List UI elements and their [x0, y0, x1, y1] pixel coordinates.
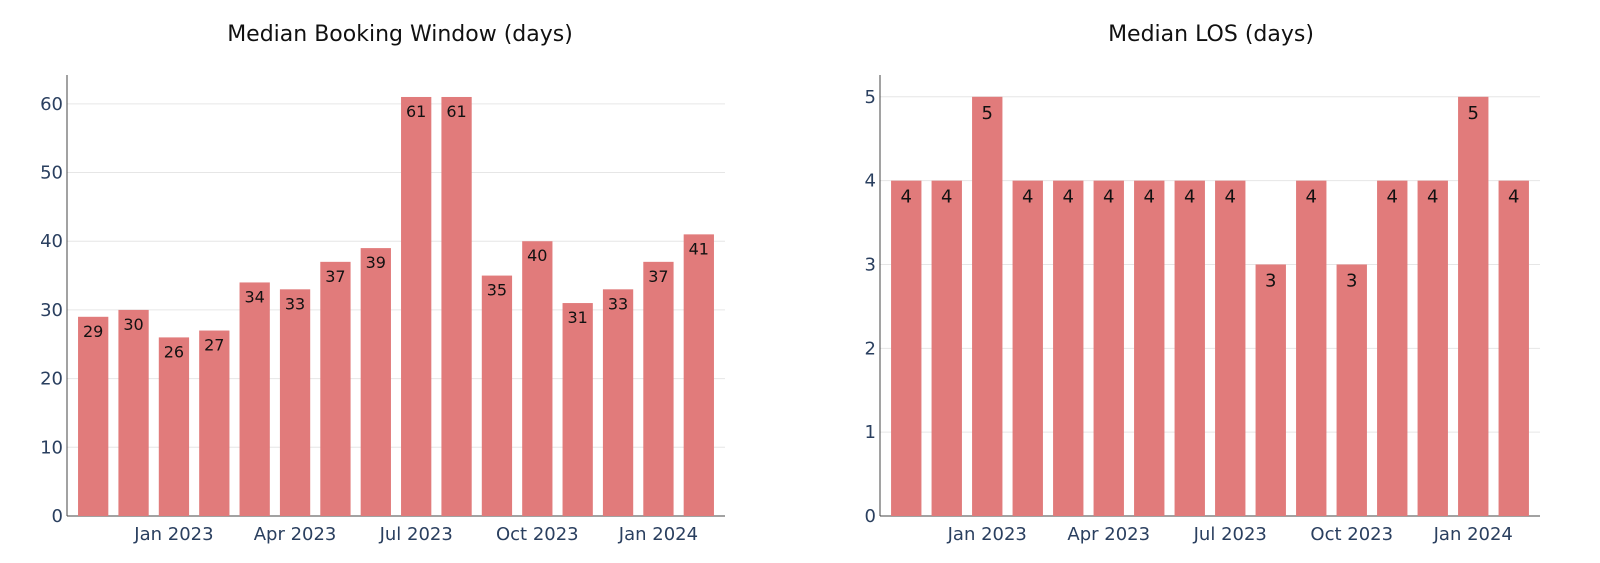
- booking-data-label: 29: [83, 322, 103, 341]
- booking-bar: [279, 289, 311, 516]
- los-bar: [972, 96, 1003, 517]
- booking-data-label: 37: [648, 267, 668, 286]
- booking-bar: [562, 303, 593, 516]
- los-bar: [1053, 180, 1084, 516]
- los-bar: [931, 180, 962, 516]
- los-data-label: 4: [1103, 187, 1114, 208]
- los-x-tick-label: Jul 2023: [1193, 524, 1267, 545]
- los-data-label: 3: [1265, 270, 1276, 291]
- los-bar: [891, 180, 922, 516]
- los-title: Median LOS (days): [1108, 22, 1314, 47]
- booking-bar: [441, 96, 472, 516]
- booking-y-tick-label: 20: [40, 369, 63, 390]
- booking-x-tick-label: Jul 2023: [379, 524, 453, 545]
- los-x-tick-label: Jan 2024: [1433, 524, 1513, 545]
- los-data-label: 4: [1306, 187, 1317, 208]
- los-bar: [1134, 180, 1165, 516]
- booking-data-label: 31: [568, 308, 588, 327]
- booking-data-label: 61: [406, 102, 426, 121]
- los-y-tick-label: 2: [865, 338, 876, 359]
- los-data-label: 4: [1063, 187, 1074, 208]
- los-data-label: 4: [901, 187, 912, 208]
- los-data-label: 4: [941, 187, 952, 208]
- booking-x-tick-label: Jan 2023: [133, 524, 213, 545]
- los-bar: [1458, 96, 1489, 517]
- booking-y-tick-label: 40: [40, 231, 63, 252]
- booking-bar: [199, 330, 230, 516]
- booking-data-label: 33: [608, 294, 628, 313]
- booking-data-label: 33: [285, 294, 305, 313]
- booking-window-title: Median Booking Window (days): [227, 22, 573, 47]
- los-bar: [1174, 180, 1205, 516]
- booking-y-tick-label: 50: [40, 163, 63, 184]
- booking-data-label: 34: [245, 287, 265, 306]
- booking-bar: [239, 282, 270, 516]
- booking-data-label: 41: [689, 239, 709, 258]
- booking-bar: [683, 234, 714, 516]
- los-data-label: 5: [1468, 103, 1479, 124]
- los-data-label: 4: [1022, 187, 1033, 208]
- booking-data-label: 61: [446, 102, 466, 121]
- los-bar: [1498, 180, 1529, 516]
- booking-x-tick-label: Apr 2023: [254, 524, 337, 545]
- los-chart: Median LOS (days) 0 1 2 3 4 5 4 4 5 4 4 4 4 4 4 3 4 3 4 4 5 4…: [865, 22, 1540, 545]
- los-data-label: 3: [1346, 270, 1357, 291]
- los-data-label: 4: [1184, 187, 1195, 208]
- los-data-label: 4: [1427, 187, 1438, 208]
- los-x-tick-label: Oct 2023: [1310, 524, 1393, 545]
- los-y-tick-label: 3: [865, 254, 876, 275]
- booking-bar: [118, 309, 149, 516]
- booking-y-tick-label: 0: [52, 506, 63, 527]
- los-bar: [1417, 180, 1448, 516]
- booking-bar: [401, 96, 432, 516]
- booking-y-tick-label: 30: [40, 300, 63, 321]
- booking-data-label: 37: [325, 267, 345, 286]
- booking-y-tick-label: 60: [40, 94, 63, 115]
- los-y-tick-label: 1: [865, 422, 876, 443]
- booking-data-label: 39: [366, 253, 386, 272]
- booking-x-tick-label: Jan 2024: [618, 524, 698, 545]
- los-bar: [1255, 264, 1286, 516]
- los-data-label: 4: [1225, 187, 1236, 208]
- los-data-label: 5: [982, 103, 993, 124]
- booking-window-chart: Median Booking Window (days) 0 10 20 30 40 50…: [40, 22, 725, 545]
- los-bar: [1296, 180, 1327, 516]
- booking-data-label: 26: [164, 342, 184, 361]
- los-bar: [1336, 264, 1367, 516]
- booking-bar: [320, 261, 351, 516]
- booking-bar: [602, 289, 634, 516]
- los-bar: [1093, 180, 1124, 516]
- booking-data-label: 27: [204, 336, 224, 355]
- los-data-label: 4: [1508, 187, 1519, 208]
- booking-data-label: 35: [487, 281, 507, 300]
- booking-data-label: 40: [527, 246, 547, 265]
- los-bar: [1012, 180, 1043, 516]
- booking-bar: [360, 248, 391, 517]
- booking-x-tick-label: Oct 2023: [496, 524, 579, 545]
- los-x-tick-label: Apr 2023: [1067, 524, 1150, 545]
- los-y-tick-label: 0: [865, 506, 876, 527]
- los-bar: [1377, 180, 1408, 516]
- booking-bar: [643, 261, 674, 516]
- booking-y-tick-label: 10: [40, 437, 63, 458]
- booking-data-label: 30: [123, 315, 143, 334]
- booking-bar: [78, 316, 109, 516]
- los-data-label: 4: [1144, 187, 1155, 208]
- los-y-tick-label: 5: [865, 87, 876, 108]
- booking-bar: [158, 337, 190, 516]
- los-bar: [1215, 180, 1246, 516]
- los-data-label: 4: [1387, 187, 1398, 208]
- los-x-tick-label: Jan 2023: [947, 524, 1027, 545]
- los-y-tick-label: 4: [865, 171, 876, 192]
- booking-bar: [522, 241, 553, 516]
- booking-bar: [481, 275, 513, 516]
